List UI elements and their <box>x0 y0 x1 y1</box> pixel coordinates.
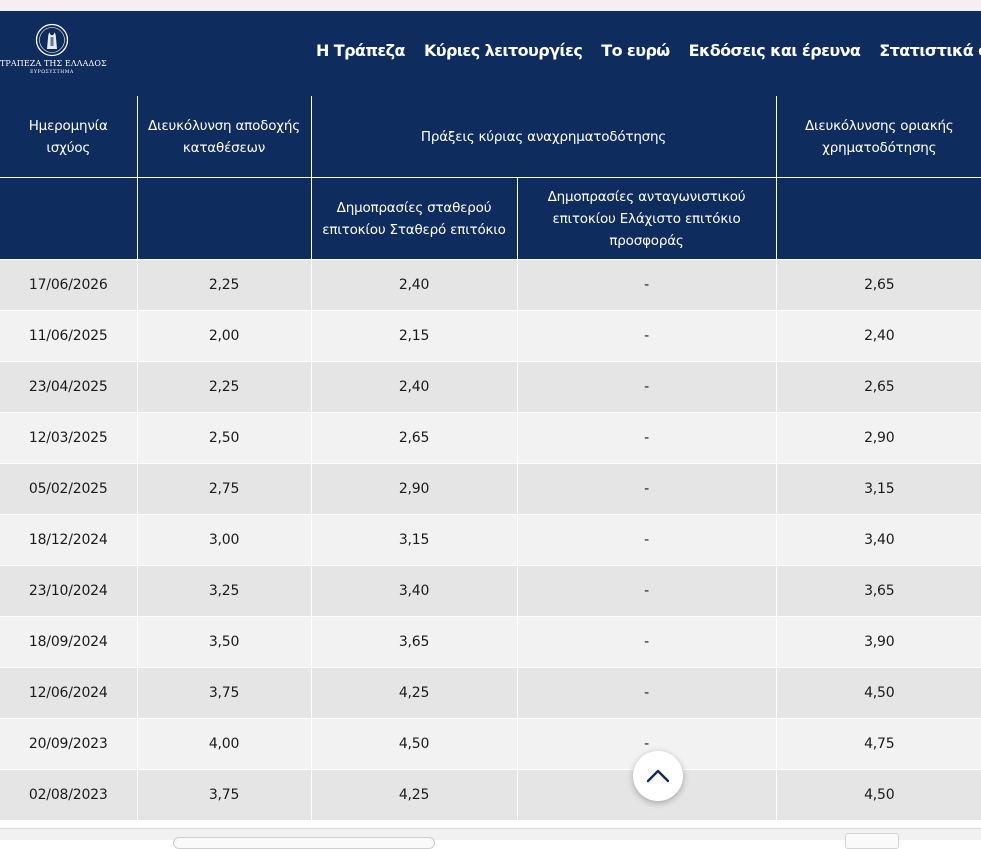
cell-fixed: 3,65 <box>311 616 518 668</box>
cell-deposit: 3,75 <box>137 769 312 821</box>
cell-marginal: 2,65 <box>776 361 981 413</box>
cell-variable: - <box>517 514 777 566</box>
nav-item-bank[interactable]: Η Τράπεζα <box>316 41 406 60</box>
cell-deposit: 2,50 <box>137 412 312 464</box>
cell-fixed: 2,15 <box>311 310 518 362</box>
bank-logo[interactable]: ΤΡΑΠΕΖΑ ΤΗΣ ΕΛΛΑΔΟΣ ΕΥΡΩΣΥΣΤΗΜΑ <box>0 23 107 87</box>
cell-marginal: 3,40 <box>776 514 981 566</box>
cell-date: 23/04/2025 <box>0 361 138 413</box>
cell-deposit: 3,50 <box>137 616 312 668</box>
table-row: 05/02/2025 2,75 2,90 - 3,15 <box>0 463 981 515</box>
cell-marginal: 2,90 <box>776 412 981 464</box>
cell-date: 17/06/2026 <box>0 259 138 311</box>
cell-marginal: 4,50 <box>776 667 981 719</box>
cell-fixed: 2,40 <box>311 361 518 413</box>
cell-date: 23/10/2024 <box>0 565 138 617</box>
table-row: 12/03/2025 2,50 2,65 - 2,90 <box>0 412 981 464</box>
subheader-fixed-rate: Δημοπρασίες σταθερού επιτοκίου Σταθερό ε… <box>311 177 518 260</box>
table-row: 02/08/2023 3,75 4,25 - 4,50 <box>0 769 981 821</box>
cell-fixed: 2,65 <box>311 412 518 464</box>
cell-variable: - <box>517 361 777 413</box>
cell-fixed: 2,90 <box>311 463 518 515</box>
cell-marginal: 2,65 <box>776 259 981 311</box>
table-subheader-row: Δημοπρασίες σταθερού επιτοκίου Σταθερό ε… <box>0 177 981 260</box>
table-row: 20/09/2023 4,00 4,50 - 4,75 <box>0 718 981 770</box>
cell-date: 18/09/2024 <box>0 616 138 668</box>
subheader-empty-2 <box>137 177 312 260</box>
interest-rates-table: Ημερομηνία ισχύος Διευκόλυνση αποδοχής κ… <box>0 96 981 821</box>
chevron-up-icon <box>646 769 670 783</box>
cell-date: 18/12/2024 <box>0 514 138 566</box>
cell-variable: - <box>517 310 777 362</box>
cell-date: 20/09/2023 <box>0 718 138 770</box>
bank-name: ΤΡΑΠΕΖΑ ΤΗΣ ΕΛΛΑΔΟΣ <box>0 59 107 68</box>
bank-subtitle: ΕΥΡΩΣΥΣΤΗΜΑ <box>30 70 74 75</box>
cell-deposit: 3,00 <box>137 514 312 566</box>
nav-item-euro[interactable]: Το ευρώ <box>601 41 670 60</box>
cell-variable: - <box>517 259 777 311</box>
subheader-empty-1 <box>0 177 138 260</box>
cell-fixed: 3,40 <box>311 565 518 617</box>
cell-deposit: 2,75 <box>137 463 312 515</box>
cell-deposit: 2,25 <box>137 361 312 413</box>
cell-deposit: 4,00 <box>137 718 312 770</box>
cell-deposit: 2,00 <box>137 310 312 362</box>
site-header: ΤΡΑΠΕΖΑ ΤΗΣ ΕΛΛΑΔΟΣ ΕΥΡΩΣΥΣΤΗΜΑ Η Τράπεζ… <box>0 11 981 96</box>
nav-item-main-functions[interactable]: Κύριες λειτουργίες <box>423 41 583 60</box>
header-marginal-lending: Διευκόλυνσης οριακής χρηματοδότησης <box>776 96 981 178</box>
nav-item-statistics[interactable]: Στατιστικά στοιχεία <box>879 41 981 60</box>
cell-variable: - <box>517 616 777 668</box>
cell-fixed: 4,50 <box>311 718 518 770</box>
cell-date: 11/06/2025 <box>0 310 138 362</box>
rates-table-container: Ημερομηνία ισχύος Διευκόλυνση αποδοχής κ… <box>0 96 981 828</box>
bottom-bar <box>0 828 981 849</box>
main-nav: Η Τράπεζα Κύριες λειτουργίες Το ευρώ Εκδ… <box>316 38 981 64</box>
cell-variable: - <box>517 667 777 719</box>
table-header-row: Ημερομηνία ισχύος Διευκόλυνση αποδοχής κ… <box>0 96 981 178</box>
cell-variable: - <box>517 463 777 515</box>
table-row: 12/06/2024 3,75 4,25 - 4,50 <box>0 667 981 719</box>
table-row: 18/12/2024 3,00 3,15 - 3,40 <box>0 514 981 566</box>
cell-marginal: 3,90 <box>776 616 981 668</box>
subheader-variable-rate: Δημοπρασίες ανταγωνιστικού επιτοκίου Ελά… <box>517 177 777 260</box>
cell-deposit: 3,75 <box>137 667 312 719</box>
table-row: 11/06/2025 2,00 2,15 - 2,40 <box>0 310 981 362</box>
cell-variable: - <box>517 412 777 464</box>
cell-date: 05/02/2025 <box>0 463 138 515</box>
cell-marginal: 3,65 <box>776 565 981 617</box>
cell-variable: - <box>517 565 777 617</box>
bank-emblem-icon <box>35 23 69 57</box>
cell-marginal: 3,15 <box>776 463 981 515</box>
cell-deposit: 3,25 <box>137 565 312 617</box>
table-row: 23/04/2025 2,25 2,40 - 2,65 <box>0 361 981 413</box>
bottom-box-control[interactable] <box>845 833 899 849</box>
header-date: Ημερομηνία ισχύος <box>0 96 138 178</box>
subheader-empty-3 <box>776 177 981 260</box>
cell-date: 12/03/2025 <box>0 412 138 464</box>
cell-date: 02/08/2023 <box>0 769 138 821</box>
cell-marginal: 4,75 <box>776 718 981 770</box>
header-deposit-facility: Διευκόλυνση αποδοχής καταθέσεων <box>137 96 312 178</box>
header-main-refinancing: Πράξεις κύριας αναχρηματοδότησης <box>311 96 777 178</box>
cell-fixed: 4,25 <box>311 667 518 719</box>
cell-marginal: 2,40 <box>776 310 981 362</box>
cell-date: 12/06/2024 <box>0 667 138 719</box>
cell-fixed: 3,15 <box>311 514 518 566</box>
table-row: 17/06/2026 2,25 2,40 - 2,65 <box>0 259 981 311</box>
table-row: 18/09/2024 3,50 3,65 - 3,90 <box>0 616 981 668</box>
scroll-to-top-button[interactable] <box>633 751 683 801</box>
table-row: 23/10/2024 3,25 3,40 - 3,65 <box>0 565 981 617</box>
cell-deposit: 2,25 <box>137 259 312 311</box>
nav-item-publications-research[interactable]: Εκδόσεις και έρευνα <box>688 41 861 60</box>
cell-marginal: 4,50 <box>776 769 981 821</box>
cell-fixed: 2,40 <box>311 259 518 311</box>
top-strip <box>0 0 981 11</box>
cell-fixed: 4,25 <box>311 769 518 821</box>
